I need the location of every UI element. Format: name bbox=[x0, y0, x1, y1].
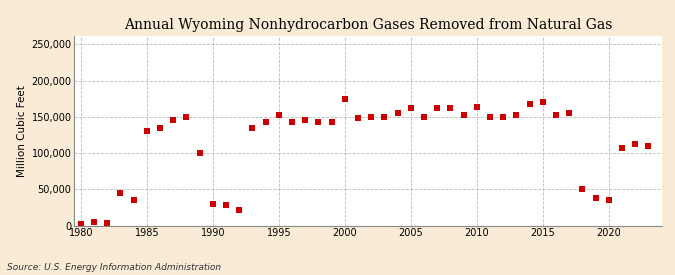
Title: Annual Wyoming Nonhydrocarbon Gases Removed from Natural Gas: Annual Wyoming Nonhydrocarbon Gases Remo… bbox=[124, 18, 612, 32]
Text: Source: U.S. Energy Information Administration: Source: U.S. Energy Information Administ… bbox=[7, 263, 221, 272]
Y-axis label: Million Cubic Feet: Million Cubic Feet bbox=[17, 85, 27, 177]
